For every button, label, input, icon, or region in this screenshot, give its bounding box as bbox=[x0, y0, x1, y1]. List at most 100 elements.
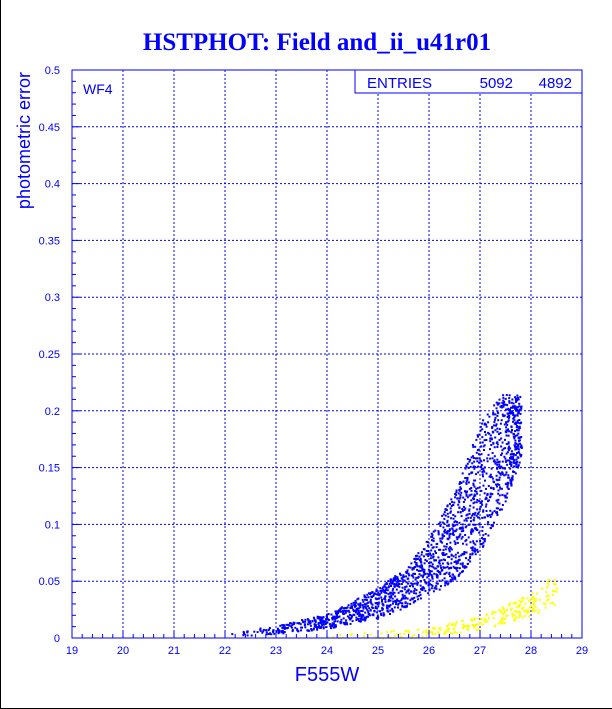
data-point-main bbox=[385, 592, 388, 595]
data-point-rejected bbox=[547, 584, 550, 587]
data-point-main bbox=[506, 463, 509, 466]
data-point-rejected bbox=[511, 607, 514, 610]
data-point-rejected bbox=[445, 625, 448, 628]
data-point-main bbox=[501, 508, 503, 511]
data-point-main bbox=[389, 604, 392, 606]
data-point-main bbox=[465, 557, 467, 560]
data-point-main bbox=[482, 509, 485, 512]
data-point-main bbox=[452, 531, 455, 534]
data-point-main bbox=[458, 483, 461, 485]
data-point-main bbox=[514, 405, 517, 408]
data-point-main bbox=[432, 530, 435, 533]
data-point-main bbox=[463, 551, 466, 553]
data-point-rejected bbox=[447, 627, 449, 630]
data-point-main bbox=[344, 621, 347, 624]
data-point-main bbox=[349, 614, 351, 616]
data-point-main bbox=[243, 633, 246, 636]
data-point-rejected bbox=[552, 601, 555, 604]
data-point-main bbox=[414, 566, 417, 568]
data-point-main bbox=[262, 628, 265, 631]
data-point-main bbox=[321, 623, 324, 626]
data-point-main bbox=[493, 481, 495, 484]
data-point-main bbox=[399, 572, 401, 575]
data-point-main bbox=[359, 603, 362, 606]
data-point-main bbox=[461, 564, 464, 567]
data-point-main bbox=[368, 607, 371, 610]
x-tick-label: 28 bbox=[525, 645, 537, 657]
data-point-main bbox=[413, 566, 415, 569]
data-point-main bbox=[495, 401, 498, 404]
data-point-main bbox=[450, 558, 453, 561]
data-point-main bbox=[384, 600, 387, 603]
data-point-main bbox=[413, 558, 416, 560]
data-point-main bbox=[445, 553, 448, 556]
data-point-main bbox=[507, 434, 510, 437]
data-point-main bbox=[506, 416, 509, 418]
data-point-main bbox=[435, 582, 438, 585]
data-point-main bbox=[380, 589, 383, 592]
data-point-main bbox=[385, 587, 388, 590]
data-point-main bbox=[420, 553, 423, 556]
data-point-main bbox=[413, 596, 416, 599]
data-point-main bbox=[478, 500, 481, 503]
data-point-main bbox=[322, 616, 325, 619]
data-point-main bbox=[433, 572, 436, 575]
data-point-main bbox=[479, 429, 482, 432]
data-point-main bbox=[304, 618, 307, 621]
data-point-main bbox=[476, 499, 479, 501]
data-point-main bbox=[473, 498, 475, 501]
data-point-rejected bbox=[431, 626, 434, 629]
data-point-rejected bbox=[473, 618, 476, 621]
data-point-main bbox=[288, 624, 291, 627]
data-point-main bbox=[387, 610, 390, 613]
data-point-rejected bbox=[499, 620, 502, 623]
data-point-main bbox=[499, 467, 501, 470]
data-point-main bbox=[474, 457, 477, 460]
data-point-main bbox=[396, 598, 399, 601]
data-point-main bbox=[445, 545, 448, 548]
data-point-main bbox=[450, 547, 452, 550]
data-point-main bbox=[496, 430, 499, 433]
data-point-main bbox=[310, 629, 313, 632]
data-point-main bbox=[466, 478, 469, 481]
data-point-main bbox=[499, 422, 502, 425]
data-point-main bbox=[462, 570, 464, 573]
data-point-main bbox=[364, 598, 366, 601]
data-point-rejected bbox=[363, 635, 366, 638]
data-point-main bbox=[404, 605, 407, 608]
data-point-main bbox=[325, 615, 328, 618]
data-point-main bbox=[513, 422, 516, 425]
data-point-main bbox=[506, 451, 509, 454]
data-point-main bbox=[265, 633, 268, 636]
data-point-main bbox=[516, 425, 519, 427]
data-point-main bbox=[320, 616, 323, 619]
data-point-main bbox=[496, 485, 498, 488]
data-point-main bbox=[466, 563, 469, 565]
data-point-main bbox=[508, 459, 511, 462]
data-point-main bbox=[487, 453, 490, 456]
data-point-main bbox=[424, 581, 427, 584]
data-point-main bbox=[519, 446, 522, 449]
data-point-main bbox=[469, 541, 472, 544]
data-point-main bbox=[507, 442, 510, 445]
data-point-main bbox=[357, 610, 360, 612]
data-point-rejected bbox=[451, 624, 454, 626]
data-point-main bbox=[502, 447, 505, 450]
data-point-main bbox=[399, 608, 402, 611]
y-tick-label: 0.4 bbox=[45, 179, 60, 191]
data-point-main bbox=[416, 554, 419, 557]
data-point-main bbox=[465, 480, 468, 483]
data-point-main bbox=[487, 499, 490, 502]
data-point-main bbox=[395, 588, 398, 591]
data-point-main bbox=[495, 407, 498, 410]
data-point-main bbox=[508, 408, 511, 411]
y-tick-label: 0.5 bbox=[45, 65, 60, 77]
data-point-main bbox=[496, 501, 499, 504]
data-point-main bbox=[416, 581, 419, 584]
data-point-main bbox=[513, 471, 516, 473]
data-point-main bbox=[472, 445, 475, 448]
data-point-main bbox=[342, 610, 344, 612]
data-point-main bbox=[376, 617, 379, 620]
data-point-main bbox=[479, 425, 482, 428]
data-point-main bbox=[518, 419, 521, 421]
